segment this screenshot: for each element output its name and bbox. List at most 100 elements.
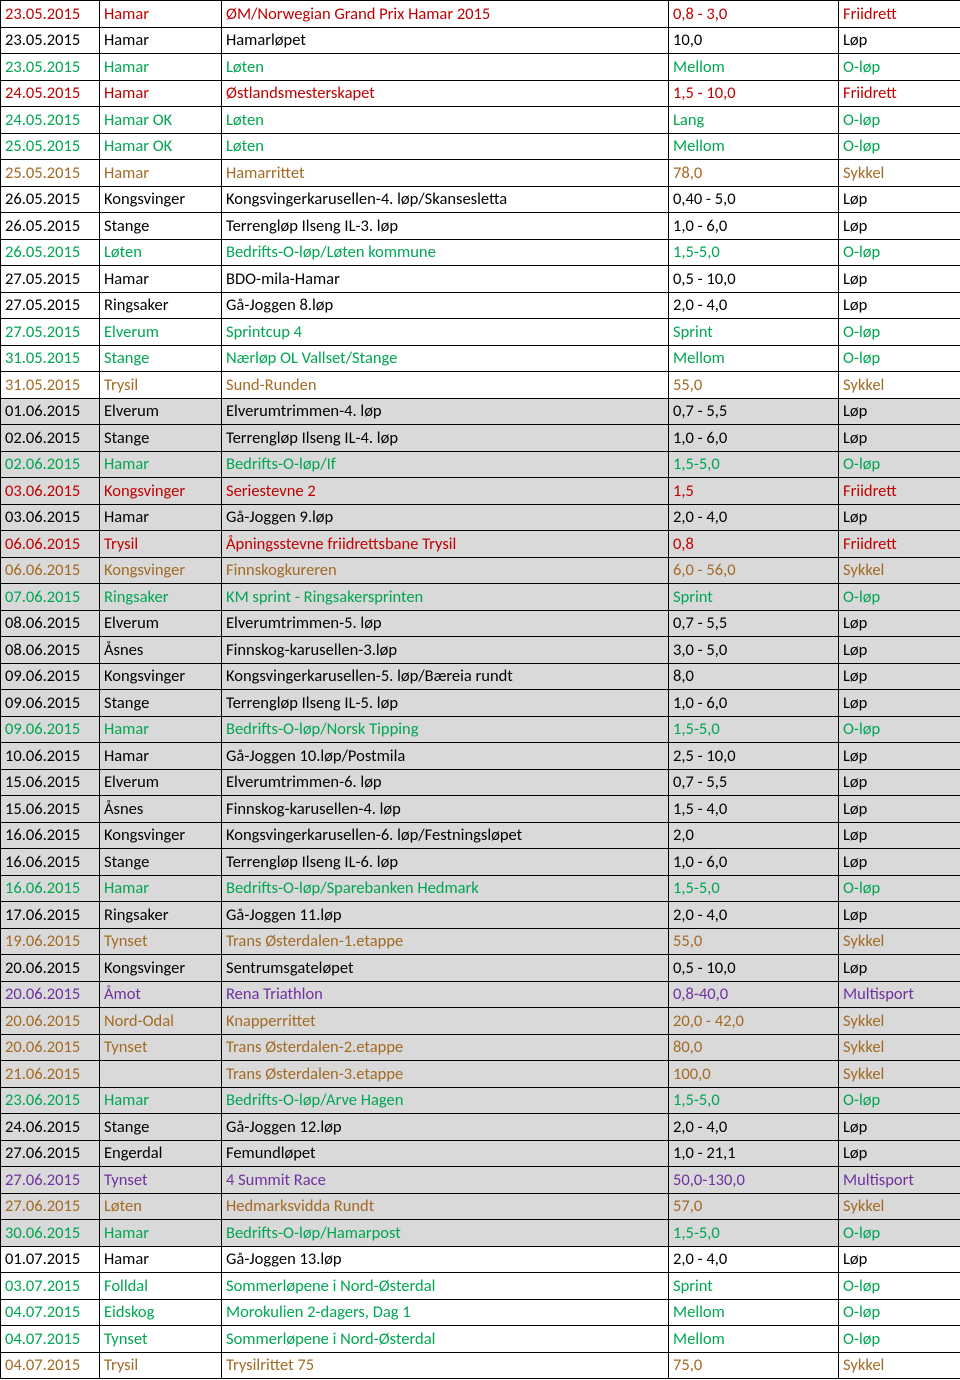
cell-event: Elverumtrimmen-6. løp [222,769,669,796]
cell-date: 27.05.2015 [1,319,100,346]
cell-event: 4 Summit Race [222,1167,669,1194]
cell-place: Hamar [100,27,222,54]
cell-date: 04.07.2015 [1,1352,100,1379]
cell-event: Sund-Runden [222,372,669,399]
cell-place: Stange [100,425,222,452]
cell-date: 16.06.2015 [1,822,100,849]
table-row: 20.06.2015TynsetTrans Østerdalen-2.etapp… [1,1034,960,1061]
table-row: 23.06.2015HamarBedrifts-O-løp/Arve Hagen… [1,1087,960,1114]
cell-distance: 2,0 - 4,0 [669,504,839,531]
cell-date: 26.05.2015 [1,186,100,213]
cell-event: Bedrifts-O-løp/Sparebanken Hedmark [222,875,669,902]
cell-distance: Mellom [669,54,839,81]
table-row: 02.06.2015StangeTerrengløp Ilseng IL-4. … [1,425,960,452]
cell-date: 20.06.2015 [1,1034,100,1061]
cell-type: Løp [839,610,960,637]
cell-event: Nærløp OL Vallset/Stange [222,345,669,372]
cell-event: Bedrifts-O-løp/Arve Hagen [222,1087,669,1114]
cell-place: Kongsvinger [100,557,222,584]
cell-place: Hamar [100,1087,222,1114]
cell-event: Elverumtrimmen-4. løp [222,398,669,425]
cell-distance: 80,0 [669,1034,839,1061]
cell-place: Løten [100,239,222,266]
table-row: 07.06.2015RingsakerKM sprint - Ringsaker… [1,584,960,611]
table-row: 20.06.2015Nord-OdalKnapperrittet20,0 - 4… [1,1008,960,1035]
cell-event: Terrengløp Ilseng IL-3. løp [222,213,669,240]
cell-place: Stange [100,345,222,372]
table-row: 25.05.2015HamarHamarrittet78,0Sykkel [1,160,960,187]
cell-event: Gå-Joggen 12.løp [222,1114,669,1141]
table-row: 09.06.2015StangeTerrengløp Ilseng IL-5. … [1,690,960,717]
table-row: 27.05.2015RingsakerGå-Joggen 8.løp2,0 - … [1,292,960,319]
cell-distance: 1,0 - 6,0 [669,690,839,717]
cell-date: 02.06.2015 [1,451,100,478]
cell-event: Trans Østerdalen-1.etappe [222,928,669,955]
cell-event: Bedrifts-O-løp/If [222,451,669,478]
cell-place: Ringsaker [100,584,222,611]
cell-type: Løp [839,1246,960,1273]
cell-distance: 55,0 [669,928,839,955]
table-row: 06.06.2015TrysilÅpningsstevne friidretts… [1,531,960,558]
cell-place: Hamar [100,160,222,187]
cell-date: 23.05.2015 [1,54,100,81]
cell-event: Femundløpet [222,1140,669,1167]
cell-place: Kongsvinger [100,663,222,690]
table-row: 23.05.2015HamarHamarløpet10,0Løp [1,27,960,54]
table-row: 24.05.2015HamarØstlandsmesterskapet1,5 -… [1,80,960,107]
cell-date: 06.06.2015 [1,557,100,584]
table-row: 27.05.2015ElverumSprintcup 4SprintO-løp [1,319,960,346]
cell-date: 04.07.2015 [1,1299,100,1326]
cell-distance: 1,5-5,0 [669,451,839,478]
cell-distance: 10,0 [669,27,839,54]
cell-distance: 2,0 - 4,0 [669,1246,839,1273]
cell-date: 07.06.2015 [1,584,100,611]
cell-type: Løp [839,955,960,982]
cell-place: Trysil [100,1352,222,1379]
cell-place: Ringsaker [100,292,222,319]
cell-type: Løp [839,769,960,796]
cell-type: O-løp [839,1299,960,1326]
cell-type: O-løp [839,584,960,611]
cell-place: Stange [100,849,222,876]
cell-date: 25.05.2015 [1,133,100,160]
cell-type: Løp [839,637,960,664]
cell-type: Friidrett [839,80,960,107]
cell-type: O-løp [839,239,960,266]
cell-type: Sykkel [839,1193,960,1220]
cell-event: Kongsvingerkarusellen-4. løp/Skanseslett… [222,186,669,213]
cell-event: Seriestevne 2 [222,478,669,505]
cell-place: Kongsvinger [100,822,222,849]
cell-event: Terrengløp Ilseng IL-6. løp [222,849,669,876]
cell-type: O-løp [839,345,960,372]
cell-place: Åsnes [100,637,222,664]
cell-event: Bedrifts-O-løp/Løten kommune [222,239,669,266]
cell-distance: 0,8 - 3,0 [669,1,839,28]
cell-date: 08.06.2015 [1,637,100,664]
cell-distance: 57,0 [669,1193,839,1220]
cell-distance: 0,8-40,0 [669,981,839,1008]
table-row: 27.06.2015EngerdalFemundløpet1,0 - 21,1L… [1,1140,960,1167]
cell-type: Løp [839,663,960,690]
cell-distance: 1,5-5,0 [669,239,839,266]
cell-place: Hamar OK [100,133,222,160]
cell-place: Engerdal [100,1140,222,1167]
table-row: 24.05.2015Hamar OKLøtenLangO-løp [1,107,960,134]
cell-distance: 55,0 [669,372,839,399]
table-row: 27.06.2015LøtenHedmarksvidda Rundt57,0Sy… [1,1193,960,1220]
cell-distance: 8,0 [669,663,839,690]
cell-date: 20.06.2015 [1,981,100,1008]
cell-place: Tynset [100,1167,222,1194]
table-row: 16.06.2015HamarBedrifts-O-løp/Sparebanke… [1,875,960,902]
cell-place: Hamar [100,504,222,531]
cell-event: ØM/Norwegian Grand Prix Hamar 2015 [222,1,669,28]
cell-event: Løten [222,107,669,134]
cell-place: Kongsvinger [100,955,222,982]
cell-distance: 1,0 - 6,0 [669,425,839,452]
cell-event: BDO-mila-Hamar [222,266,669,293]
cell-distance: 1,5-5,0 [669,716,839,743]
cell-distance: Lang [669,107,839,134]
cell-date: 24.05.2015 [1,80,100,107]
cell-date: 15.06.2015 [1,769,100,796]
cell-distance: Mellom [669,1326,839,1353]
table-row: 20.06.2015ÅmotRena Triathlon0,8-40,0Mult… [1,981,960,1008]
